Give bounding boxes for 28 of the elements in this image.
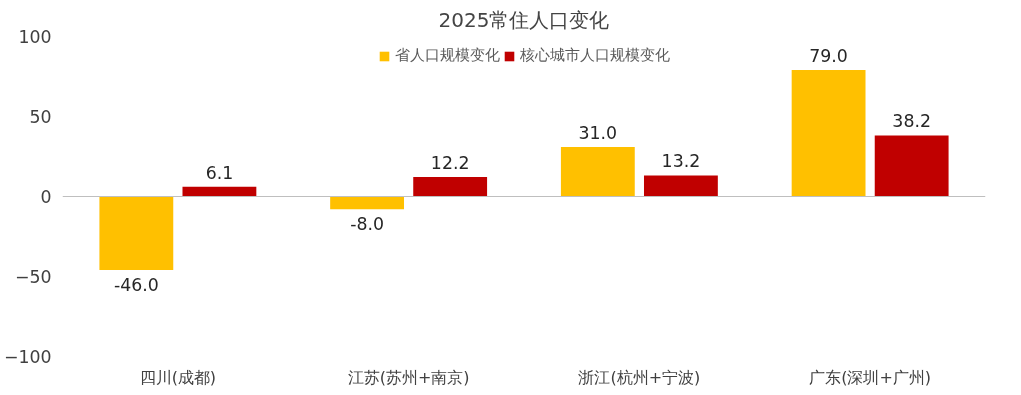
bar: [874, 135, 949, 197]
x-tick-label: 江苏(苏州+南京): [347, 367, 470, 387]
y-tick-label: 0: [40, 187, 52, 207]
data-label: 13.2: [661, 151, 701, 172]
data-label: 12.2: [430, 152, 470, 173]
bar: [99, 196, 174, 271]
chart-title: 2025常住人口变化: [438, 7, 610, 32]
y-tick-label: −50: [14, 267, 52, 287]
legend-label: 核心城市人口规模变化: [519, 46, 670, 65]
x-tick-label: 四川(成都): [139, 367, 217, 387]
bar: [560, 146, 635, 197]
bar: [330, 196, 405, 210]
y-tick-label: 100: [18, 27, 52, 47]
y-tick-label: −100: [3, 347, 52, 367]
data-label: -8.0: [350, 214, 384, 235]
bar: [413, 176, 488, 197]
bar: [643, 175, 718, 197]
bar: [182, 186, 257, 197]
bar: [791, 70, 866, 197]
x-tick-label: 浙江(杭州+宁波): [578, 367, 701, 387]
data-label: -46.0: [113, 275, 159, 296]
data-label: 6.1: [205, 162, 234, 183]
data-label: 38.2: [892, 111, 931, 132]
data-label: 79.0: [809, 46, 848, 67]
y-tick-label: 50: [29, 107, 52, 127]
x-tick-label: 广东(深圳+广州): [809, 367, 932, 387]
legend-label: 省人口规模变化: [394, 46, 500, 65]
data-label: 31.0: [578, 122, 618, 143]
